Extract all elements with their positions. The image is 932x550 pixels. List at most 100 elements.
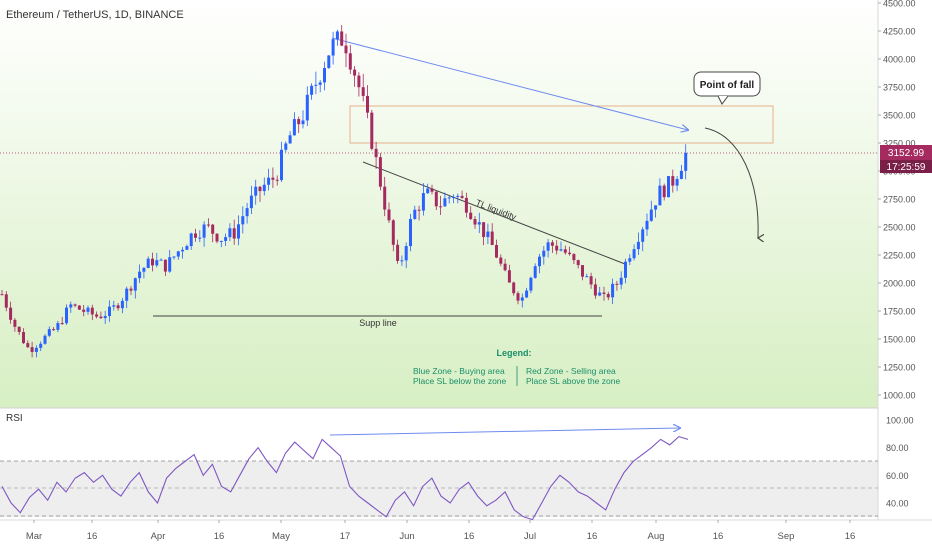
candle-body xyxy=(464,197,468,213)
candle-body xyxy=(310,85,314,95)
time-tick-label: 16 xyxy=(464,531,475,542)
candle-body xyxy=(297,119,301,125)
candle-body xyxy=(318,82,322,85)
candle-body xyxy=(404,246,408,261)
candle-body xyxy=(323,67,326,83)
candles-group xyxy=(0,25,688,358)
candle-body xyxy=(568,252,572,255)
candle-body xyxy=(520,297,524,301)
candle-body xyxy=(280,149,283,181)
candle-body xyxy=(503,263,507,271)
rsi-tick-label: 60.00 xyxy=(886,471,909,481)
candle-body xyxy=(39,343,43,348)
price-tick-label: 3500.00 xyxy=(883,111,916,121)
candle-body xyxy=(17,326,21,333)
candle-body xyxy=(258,186,262,192)
candle-body xyxy=(47,329,51,336)
candle-body xyxy=(206,224,210,226)
candle-body xyxy=(602,292,606,294)
price-divergence-arrow xyxy=(331,37,688,130)
candle-body xyxy=(185,246,189,250)
candle-body xyxy=(378,157,382,187)
countdown-badge xyxy=(880,160,932,173)
candle-body xyxy=(26,343,30,348)
candle-body xyxy=(589,276,593,285)
candle-body xyxy=(194,233,197,238)
candle-body xyxy=(361,87,365,96)
candle-body xyxy=(159,259,163,261)
candle-body xyxy=(391,220,395,245)
fall-arrow xyxy=(704,127,758,238)
candle-body xyxy=(585,276,589,278)
rsi-axis: 100.00 80.00 60.00 40.00 xyxy=(886,416,914,509)
candle-body xyxy=(447,197,451,199)
candle-body xyxy=(13,319,17,327)
candle-body xyxy=(219,240,223,242)
candle-body xyxy=(658,185,662,206)
candle-body xyxy=(542,250,546,257)
candle-body xyxy=(112,305,116,307)
candle-body xyxy=(267,177,271,185)
candle-body xyxy=(254,186,258,196)
candle-body xyxy=(181,249,185,252)
price-badge xyxy=(880,145,932,160)
price-tick-label: 2000.00 xyxy=(883,279,916,289)
candle-body xyxy=(512,282,516,294)
candle-body xyxy=(654,205,658,210)
candle-body xyxy=(65,307,68,324)
legend-right-2: Place SL above the zone xyxy=(526,376,620,386)
candle-body xyxy=(77,305,81,310)
candle-body xyxy=(559,249,563,251)
candle-body xyxy=(30,347,34,352)
candle-body xyxy=(409,218,412,247)
candle-body xyxy=(555,245,559,251)
candle-body xyxy=(129,288,133,291)
candle-body xyxy=(151,258,154,266)
time-tick-label: 16 xyxy=(587,531,598,542)
candle-body xyxy=(176,251,180,257)
candle-body xyxy=(662,185,666,198)
candle-body xyxy=(550,242,554,246)
candle-body xyxy=(142,267,146,272)
candle-body xyxy=(56,323,60,330)
candle-body xyxy=(546,242,550,251)
candle-body xyxy=(452,196,455,198)
price-tick-label: 1750.00 xyxy=(883,307,916,317)
countdown-value: 17:25:59 xyxy=(887,162,926,173)
candle-body xyxy=(675,178,679,186)
candle-body xyxy=(413,209,417,219)
point-of-fall-label: Point of fall xyxy=(700,80,755,91)
candle-body xyxy=(262,184,266,192)
candle-body xyxy=(125,288,129,301)
candle-body xyxy=(292,119,296,136)
candle-body xyxy=(456,195,460,197)
legend-left-1: Blue Zone - Buying area xyxy=(413,366,505,376)
candle-body xyxy=(430,188,434,192)
candle-body xyxy=(495,244,498,258)
price-tick-label: 2500.00 xyxy=(883,223,916,233)
time-tick-label: May xyxy=(272,531,290,542)
candle-body xyxy=(52,329,56,331)
candle-body xyxy=(271,177,275,180)
rsi-tick-label: 80.00 xyxy=(886,443,909,453)
candle-body xyxy=(60,323,64,325)
candle-body xyxy=(301,120,305,125)
candle-body xyxy=(344,45,348,54)
candle-body xyxy=(366,95,369,113)
price-tick-label: 3250.00 xyxy=(883,139,916,149)
candle-body xyxy=(168,257,172,272)
candle-body xyxy=(69,304,73,308)
candle-body xyxy=(624,261,627,278)
candle-body xyxy=(434,191,438,207)
candle-body xyxy=(443,198,447,207)
time-tick-label: Apr xyxy=(151,531,166,542)
candle-body xyxy=(224,237,228,241)
candle-body xyxy=(593,284,597,296)
candle-body xyxy=(116,305,120,309)
candle-body xyxy=(417,209,421,211)
time-tick-label: Mar xyxy=(26,531,42,542)
candle-body xyxy=(572,254,576,261)
time-tick-label: Aug xyxy=(648,531,665,542)
candle-body xyxy=(684,152,688,171)
